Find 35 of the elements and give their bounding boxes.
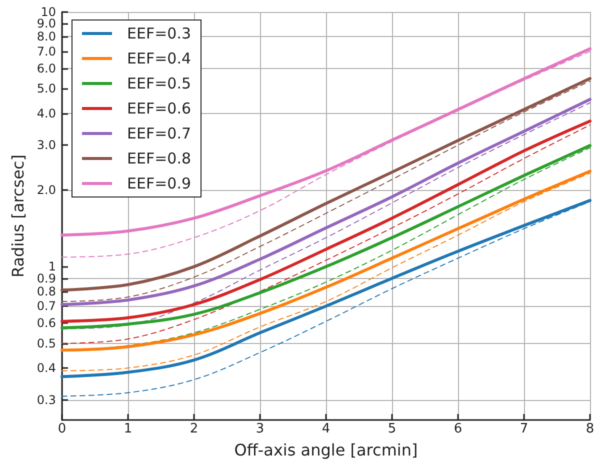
y-tick-label: 0.4: [36, 361, 56, 376]
y-tick-label: 2.0: [36, 183, 56, 198]
y-tick-label: 0.5: [36, 336, 56, 350]
x-tick-label: 8: [586, 422, 594, 436]
x-tick-label: 4: [322, 422, 330, 436]
y-tick-label: 10: [40, 5, 56, 19]
legend-label: EEF=0.3: [127, 24, 192, 42]
x-tick-label: 7: [520, 422, 528, 436]
y-tick-label: 0.6: [36, 316, 56, 330]
y-tick-label: 6.0: [36, 62, 56, 76]
legend-label: EEF=0.7: [127, 124, 192, 142]
y-tick-label: 7.0: [36, 44, 56, 58]
legend-label: EEF=0.6: [127, 100, 192, 118]
y-tick-label: 0.7: [36, 299, 56, 314]
y-tick-label: 0.3: [36, 392, 56, 407]
y-tick-label: 0.9: [36, 271, 56, 286]
y-tick-label: 8.0: [36, 30, 56, 44]
x-tick-label: 2: [190, 422, 198, 436]
y-tick-label: 5.0: [36, 82, 56, 96]
legend-label: EEF=0.5: [127, 74, 192, 92]
legend-label: EEF=0.8: [127, 150, 192, 168]
x-axis-title: Off-axis angle [arcmin]: [234, 440, 418, 460]
x-tick-label: 6: [454, 422, 462, 436]
x-tick-label: 3: [256, 422, 264, 436]
y-tick-label: 3.0: [36, 138, 56, 152]
y-tick-label: 0.8: [36, 284, 56, 298]
y-tick-label: 9.0: [36, 16, 56, 31]
legend-label: EEF=0.9: [127, 174, 192, 192]
x-tick-label: 0: [58, 422, 66, 436]
y-axis-title: Radius [arcsec]: [8, 154, 28, 278]
legend-label: EEF=0.4: [127, 50, 192, 68]
x-tick-label: 1: [124, 422, 132, 436]
y-tick-label: 1: [48, 260, 56, 274]
x-tick-label: 5: [388, 422, 396, 436]
y-tick-label: 4.0: [36, 106, 56, 120]
